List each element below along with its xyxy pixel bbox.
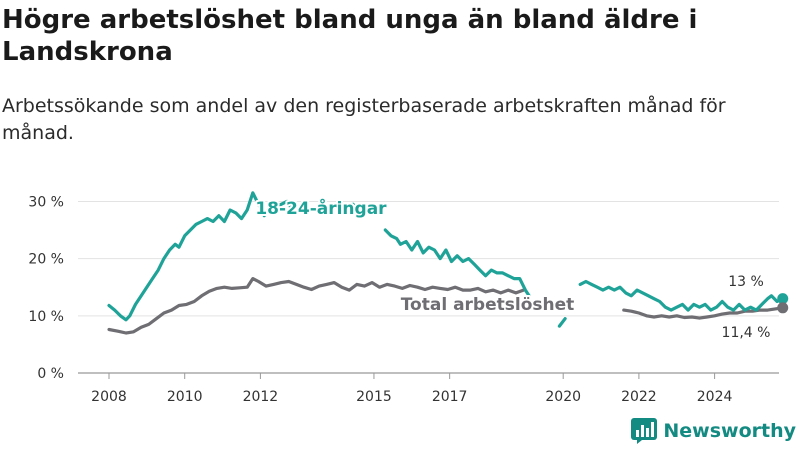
end-value-label-total: 11,4 % — [722, 325, 771, 341]
y-tick-label: 10 % — [28, 309, 64, 325]
end-point-youth — [777, 293, 789, 305]
series-line-youth — [319, 201, 329, 209]
series-line-youth — [578, 279, 785, 312]
x-tick-label: 2024 — [697, 389, 733, 405]
series-line-youth — [383, 228, 531, 298]
chart-subtitle: Arbetssökande som andel av den registerb… — [2, 95, 726, 144]
x-tick-label: 2008 — [91, 389, 127, 405]
y-tick-label: 20 % — [28, 252, 64, 268]
axes: 0 % 10 % 20 % 30 % 2008 2010 2012 2015 2017 2020 2… — [28, 194, 732, 405]
x-tick-label: 2015 — [356, 389, 392, 405]
y-tick-label: 0 % — [37, 366, 64, 382]
x-tick-label: 2020 — [545, 389, 581, 405]
x-tick-label: 2022 — [621, 389, 657, 405]
x-tick-label: 2010 — [167, 389, 203, 405]
series-label-total: Total arbetslöshet — [401, 295, 575, 315]
chart-title: Högre arbetslöshet bland unga än bland ä… — [2, 5, 698, 67]
end-point-total — [777, 302, 789, 314]
series-line-youth — [345, 202, 359, 212]
brand-name: Newsworthy — [663, 420, 796, 442]
x-tick-label: 2012 — [243, 389, 279, 405]
y-tick-label: 30 % — [28, 194, 64, 210]
bar-chart-icon — [631, 418, 658, 444]
x-tick-label: 2017 — [432, 389, 468, 405]
series-labels: 18-24-åringar Total arbetslöshet 13 % 11,4 … — [253, 195, 771, 341]
series-line-youth — [557, 317, 567, 328]
series-line-youth — [107, 191, 293, 322]
newsworthy-logo: Newsworthy — [631, 416, 796, 446]
series-label-youth: 18-24-åringar — [255, 197, 387, 219]
end-value-label-youth: 13 % — [728, 274, 764, 290]
series-lines — [107, 191, 789, 335]
series-line-total — [107, 277, 526, 335]
